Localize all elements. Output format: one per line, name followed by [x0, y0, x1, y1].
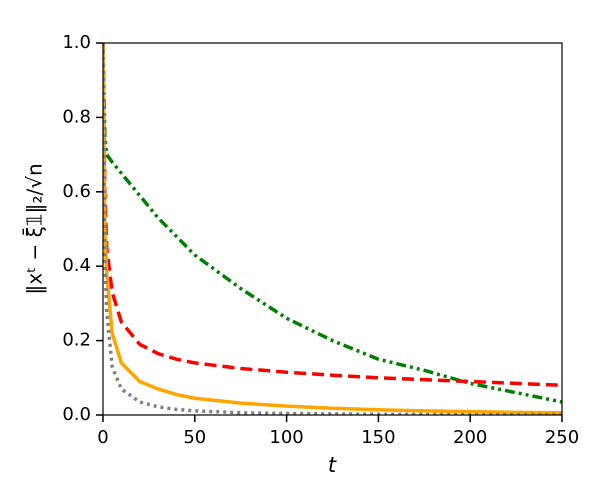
y-tick-label: 1.0 — [62, 32, 91, 53]
series-line — [103, 42, 562, 404]
x-tick-label: 250 — [545, 427, 579, 448]
x-tick-label: 150 — [361, 427, 395, 448]
y-tick-label: 0.0 — [62, 404, 91, 425]
y-tick-label: 0.8 — [62, 106, 91, 127]
plot-frame — [102, 42, 563, 416]
x-tick-label: 200 — [453, 427, 487, 448]
x-axis-label: t — [328, 453, 337, 477]
y-tick-label: 0.2 — [62, 330, 91, 351]
y-axis-label: ‖xᵗ − ξ̄𝟙‖₂/√n — [22, 163, 47, 294]
y-tick-label: 0.6 — [62, 181, 91, 202]
x-tick-label: 50 — [183, 427, 206, 448]
x-tick-label: 100 — [269, 427, 303, 448]
y-tick-label: 0.4 — [62, 255, 91, 276]
x-tick-label: 0 — [97, 427, 108, 448]
series-line — [103, 42, 562, 387]
series-line — [103, 42, 562, 415]
